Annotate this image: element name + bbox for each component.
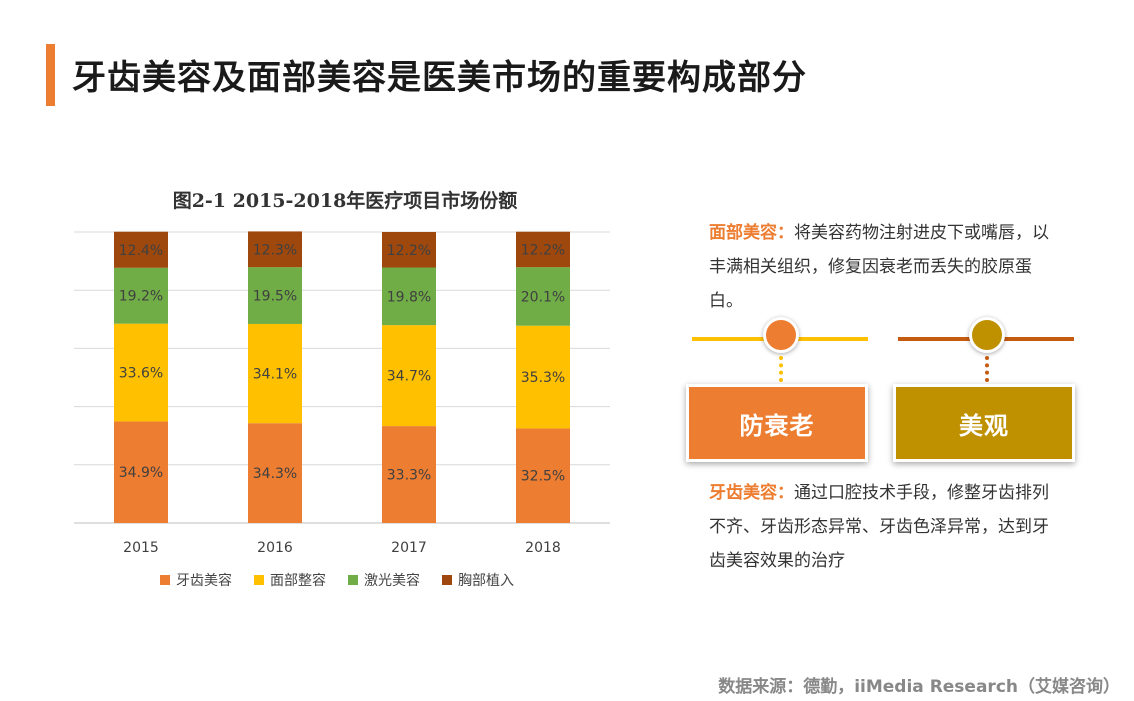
bar-segment <box>248 267 302 324</box>
legend-swatch <box>442 575 452 585</box>
anti-aging-box: 防衰老 <box>686 384 868 462</box>
beauty-box: 美观 <box>893 384 1075 462</box>
bar-segment <box>382 325 436 427</box>
bar-segment <box>114 421 168 523</box>
x-tick-label: 2015 <box>123 540 159 556</box>
bar-segment <box>248 323 302 424</box>
bar-segment <box>382 426 436 523</box>
bar-segment <box>114 231 168 268</box>
chart-data-labels: 34.9% 33.6% 19.2% 12.4% 34.3% 34.1% 19.5% 12.3%… <box>119 242 565 484</box>
bar-segment <box>114 323 168 422</box>
data-label: 35.3% <box>521 370 565 386</box>
bar-segment <box>248 231 302 268</box>
data-label: 32.5% <box>521 469 565 485</box>
data-label: 34.3% <box>253 466 297 482</box>
bar-segment <box>516 428 570 523</box>
data-source: 数据来源：德勤，iiMedia Research（艾媒咨询） <box>718 677 1120 697</box>
legend-item: 牙齿美容 <box>160 570 232 590</box>
legend-swatch <box>160 575 170 585</box>
data-label: 12.2% <box>387 243 431 259</box>
data-label: 20.1% <box>521 289 565 305</box>
data-label: 19.5% <box>253 289 297 305</box>
facial-text: 将美容药物注射进皮下或嘴唇，以丰满相关组织，修复因衰老而丢失的胶原蛋白。 <box>709 223 1049 311</box>
x-tick-label: 2017 <box>391 540 427 556</box>
data-label: 12.4% <box>119 243 163 259</box>
x-tick-label: 2018 <box>525 540 561 556</box>
dental-description: 牙齿美容：通过口腔技术手段，修整牙齿排列不齐、牙齿形态异常、牙齿色泽异常，达到牙… <box>709 476 1049 578</box>
data-label: 19.8% <box>387 289 431 305</box>
beauty-connector <box>985 356 989 382</box>
bar-segment <box>382 232 436 268</box>
legend-swatch <box>254 575 264 585</box>
legend-label: 激光美容 <box>364 573 420 589</box>
legend-label: 牙齿美容 <box>176 573 232 589</box>
facial-description: 面部美容：将美容药物注射进皮下或嘴唇，以丰满相关组织，修复因衰老而丢失的胶原蛋白… <box>709 216 1049 318</box>
data-label: 33.3% <box>387 468 431 484</box>
data-label: 12.2% <box>521 242 565 258</box>
legend-label: 面部整容 <box>270 573 326 589</box>
data-label: 34.9% <box>119 465 163 481</box>
dental-highlight: 牙齿美容： <box>709 483 794 503</box>
legend-item: 胸部植入 <box>442 570 514 590</box>
chart-legend: 牙齿美容 面部整容 激光美容 胸部植入 <box>160 570 514 590</box>
bar-segment <box>516 325 570 429</box>
legend-label: 胸部植入 <box>458 573 514 589</box>
chart-title: 图2-1 2015-2018年医疗项目市场份额 <box>172 190 518 212</box>
data-label: 12.3% <box>253 242 297 258</box>
page-title: 牙齿美容及面部美容是医美市场的重要构成部分 <box>72 58 807 98</box>
chart-bars <box>114 231 570 523</box>
bar-segment <box>114 267 168 324</box>
x-tick-label: 2016 <box>257 540 293 556</box>
data-label: 33.6% <box>119 366 163 382</box>
legend-item: 激光美容 <box>348 570 420 590</box>
data-label: 34.1% <box>253 367 297 383</box>
data-label: 34.7% <box>387 369 431 385</box>
bar-segment <box>382 267 436 326</box>
bar-segment <box>248 423 302 523</box>
title-accent-bar <box>46 44 55 106</box>
legend-swatch <box>348 575 358 585</box>
anti-aging-dot-icon <box>763 317 799 353</box>
stacked-bar-chart: 34.9% 33.6% 19.2% 12.4% 34.3% 34.1% 19.5% 12.3%… <box>74 231 610 556</box>
dental-text: 通过口腔技术手段，修整牙齿排列不齐、牙齿形态异常、牙齿色泽异常，达到牙齿美容效果… <box>709 483 1049 571</box>
legend-item: 面部整容 <box>254 570 326 590</box>
data-label: 19.2% <box>119 289 163 305</box>
chart-x-axis: 2015 2016 2017 2018 <box>123 540 561 556</box>
beauty-dot-icon <box>969 317 1005 353</box>
bar-segment <box>516 231 570 268</box>
anti-aging-connector <box>779 356 783 382</box>
facial-highlight: 面部美容： <box>709 223 794 243</box>
bar-segment <box>516 267 570 326</box>
